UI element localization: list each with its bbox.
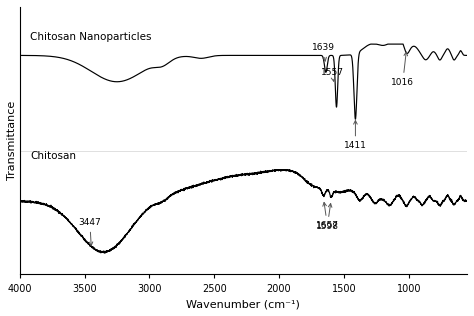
Y-axis label: Transmittance: Transmittance	[7, 101, 17, 180]
X-axis label: Wavenumber (cm⁻¹): Wavenumber (cm⁻¹)	[186, 299, 301, 309]
Text: 1657: 1657	[316, 203, 339, 230]
Text: 1639: 1639	[311, 43, 335, 61]
Text: Chitosan Nanoparticles: Chitosan Nanoparticles	[30, 32, 152, 42]
Text: 1411: 1411	[344, 120, 367, 150]
Text: 1016: 1016	[391, 52, 414, 87]
Text: 3447: 3447	[79, 218, 101, 246]
Text: 1598: 1598	[316, 204, 339, 231]
Text: 1557: 1557	[320, 68, 344, 81]
Text: Chitosan: Chitosan	[30, 151, 76, 161]
